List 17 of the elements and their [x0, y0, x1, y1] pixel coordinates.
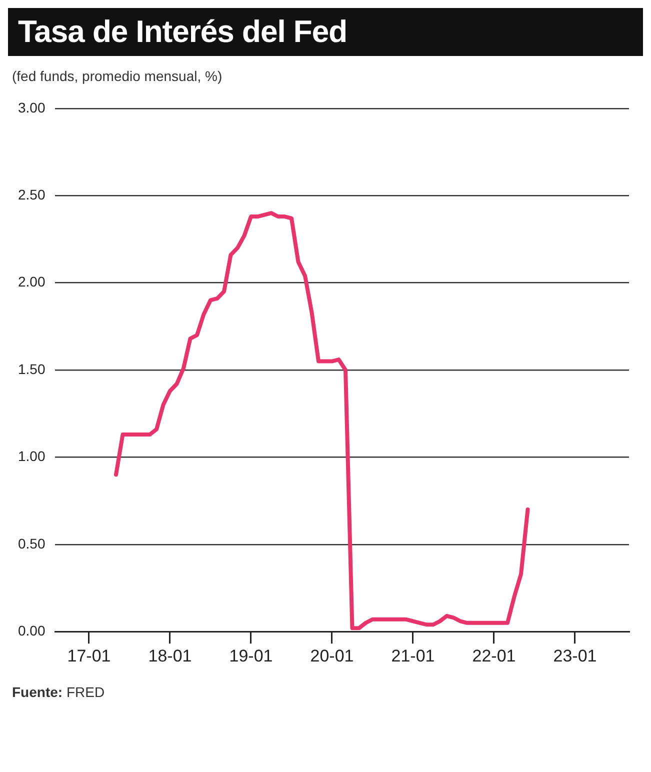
y-tick-label: 2.00 [18, 274, 46, 290]
chart-title: Tasa de Interés del Fed [8, 8, 643, 56]
x-tick-label: 18-01 [148, 646, 192, 666]
y-tick-label: 0.50 [18, 535, 46, 552]
y-tick-label: 1.50 [18, 360, 46, 377]
x-tick-label: 23-01 [553, 646, 597, 666]
x-tick-label: 21-01 [391, 646, 435, 666]
y-tick-label: 2.50 [18, 186, 46, 202]
chart-subtitle: (fed funds, promedio mensual, %) [12, 68, 224, 84]
x-tick-label: 20-01 [310, 646, 354, 666]
x-tick-label: 17-01 [67, 646, 111, 666]
x-tick-label: 19-01 [229, 646, 273, 666]
y-tick-label: 3.00 [18, 99, 46, 116]
x-tick-label: 22-01 [472, 646, 516, 666]
source-note: Fuente: FRED [12, 684, 106, 700]
y-tick-label: 0.00 [18, 622, 46, 638]
y-tick-label: 1.00 [18, 448, 46, 464]
